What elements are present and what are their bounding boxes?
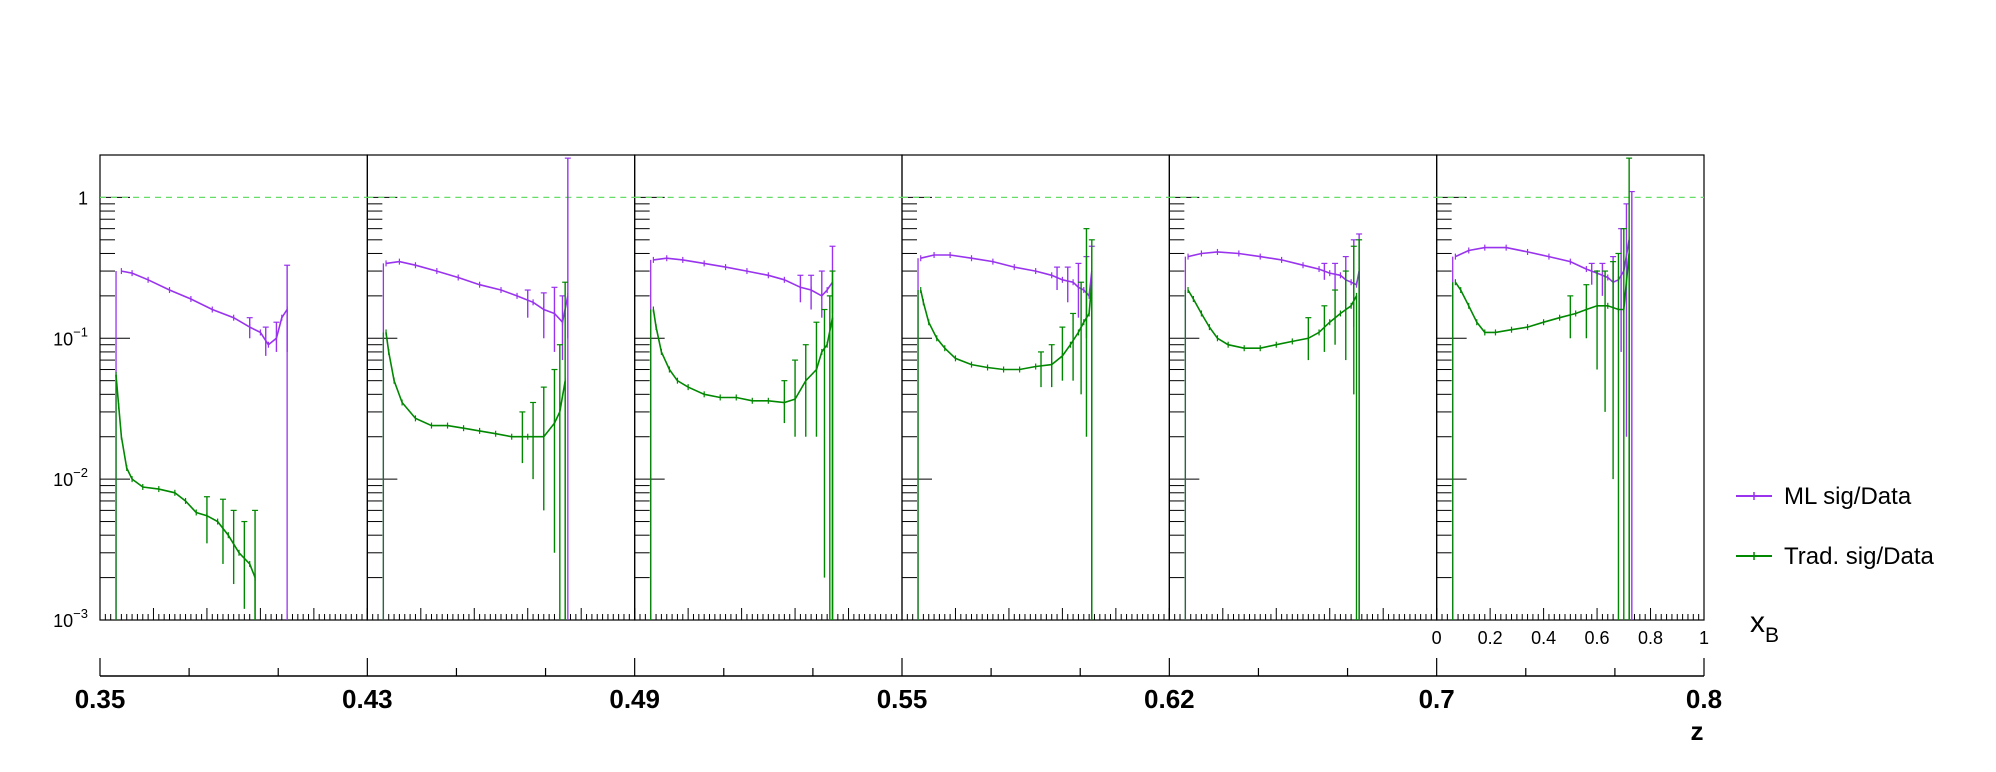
series-line: [653, 257, 834, 297]
series-line: [919, 282, 1093, 371]
series-line: [652, 309, 834, 404]
y-tick-exponent: −2: [73, 465, 88, 480]
panel-3-data: [650, 245, 836, 620]
panel-x-tick-label: 0.8: [1638, 628, 1663, 648]
z-edge-label: 0.49: [609, 684, 660, 714]
panel-frames: [99, 154, 1705, 621]
x-axis-label: xB: [1750, 606, 1779, 647]
legend-entry: ML sig/Data: [1736, 483, 1912, 510]
series-line: [385, 260, 569, 324]
z-edge-label: 0.35: [75, 684, 126, 714]
series-line: [1187, 251, 1360, 286]
panel-4-data: [917, 228, 1095, 620]
y-tick-labels: 110−110−210−3: [53, 188, 88, 631]
z-edge-label: 0.43: [342, 684, 393, 714]
panel-frame: [1436, 154, 1705, 621]
legend: ML sig/Data Trad. sig/Data: [1736, 483, 1934, 570]
panel-x-tick-label: 0.6: [1585, 628, 1610, 648]
data-series: [115, 157, 1635, 620]
z-axis-title: z: [1691, 716, 1704, 746]
panel-6-data: [1452, 157, 1635, 620]
legend-entry: Trad. sig/Data: [1736, 543, 1934, 570]
panel-x-tick-labels: 0 0.2 0.4 0.6 0.8 1: [1432, 628, 1709, 648]
z-bin-axis: 0.35 0.43 0.49 0.55 0.62 0.7 0.8: [75, 658, 1722, 714]
legend-label: Trad. sig/Data: [1784, 543, 1934, 570]
panel-2-data: [382, 157, 571, 620]
axes: 110−110−210−3 0 0.2 0.4 0.6 0.8 1 xB 0.35 0.43…: [53, 188, 1779, 746]
series-line: [385, 332, 566, 438]
series-line: [1455, 239, 1630, 284]
z-edge-label: 0.55: [877, 684, 928, 714]
panel-x-tick-label: 0.2: [1478, 628, 1503, 648]
series-line: [920, 254, 1093, 298]
y-tick-exponent: −1: [73, 324, 88, 339]
series-line: [1187, 289, 1358, 349]
z-edge-label: 0.7: [1419, 684, 1455, 714]
y-tick-label: 10−1: [53, 324, 88, 349]
panel-frame: [366, 154, 636, 621]
z-edge-label: 0.8: [1686, 684, 1722, 714]
z-edge-label: 0.62: [1144, 684, 1195, 714]
panel-x-tick-label: 0: [1432, 628, 1442, 648]
panel-frame: [634, 154, 903, 621]
panel-1-data: [115, 264, 291, 620]
y-tick-label: 10−3: [53, 606, 88, 631]
panel-x-tick-label: 0.4: [1531, 628, 1556, 648]
y-tick-base: 1: [78, 188, 88, 208]
panel-5-data: [1184, 233, 1363, 620]
x-axis-label-main: x: [1750, 606, 1765, 639]
panel-x-tick-label: 1: [1699, 628, 1709, 648]
panel-frame: [901, 154, 1170, 621]
y-tick-label: 10−2: [53, 465, 88, 490]
legend-label: ML sig/Data: [1784, 483, 1912, 510]
panel-frame: [1168, 154, 1438, 621]
y-tick-exponent: −3: [73, 606, 88, 621]
y-tick-base: 10: [53, 470, 73, 490]
x-axis-label-sub: B: [1765, 624, 1779, 647]
y-tick-base: 10: [53, 329, 73, 349]
y-tick-label: 1: [78, 188, 88, 208]
series-line: [121, 270, 288, 346]
y-tick-base: 10: [53, 611, 73, 631]
